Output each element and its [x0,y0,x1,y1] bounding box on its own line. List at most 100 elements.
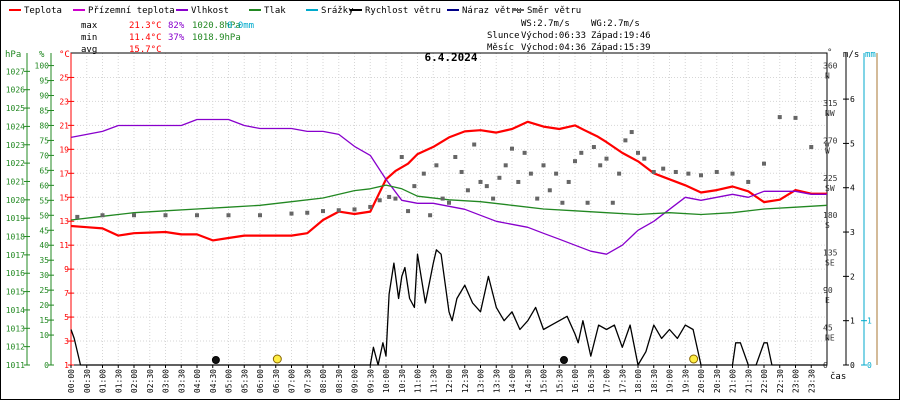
wind-direction-point [651,169,656,174]
x-tick-label: 10:30 [398,369,407,393]
wind-direction-point [377,198,382,203]
wind-direction-point [573,159,577,164]
axis-tick-label-pct: 0 [44,361,49,370]
wind-direction-point [591,145,596,150]
x-tick-label: 18:00 [634,369,643,393]
wind-direction-point [642,156,647,161]
axis-tick-label-pct: 55 [39,196,49,205]
wind-direction-point [686,171,691,176]
x-tick-label: 01:30 [114,369,123,393]
x-tick-label: 07:30 [303,369,312,393]
wind-direction-point [428,213,433,218]
axes: hPa1011101210131014101510161017101810191… [5,48,878,393]
wind-direction-point [478,179,483,184]
x-tick-label: 23:00 [792,369,801,393]
axis-tick-label-temp: 19 [59,145,69,154]
axis-tick-label-temp: 25 [59,73,69,82]
x-tick-label: 18:30 [650,369,659,393]
axis-tick-label-ms: 4 [850,184,855,193]
axis-tick-label-hpa: 1015 [6,288,25,297]
wind-direction-point [406,209,411,214]
wind-direction-point [195,213,199,218]
wind-direction-point [440,196,445,201]
x-tick-label: 22:00 [760,369,769,393]
wind-sun-moon-info: WS:2.7m/s WG:2.7m/s Slunce Východ:06:33 Zápa… [487,19,651,53]
wind-direction-point [762,161,766,166]
legend: Teplota Přízemní teplota Vlhkost Tlak Srážky… [9,6,581,16]
wind-direction-point [610,200,615,205]
axis-tick-label-pct: 70 [39,151,49,160]
x-tick-label: 09:30 [366,369,375,393]
series-line-temp [70,120,827,242]
x-tick-label: 14:30 [524,369,533,393]
axis-tick-label-pct: 40 [39,241,49,250]
series-line-hum [70,118,827,255]
axis-tick-label-pct: 60 [39,181,49,190]
wind-direction-point [585,200,590,205]
axis-tick-label-temp: 1 [64,361,69,370]
axis-tick-label-pct: 35 [39,256,49,265]
axis-tick-label-temp: 13 [59,217,69,226]
axis-tick-label-ms: 1 [850,317,855,326]
info-moon-set: Západ:15:39 [591,43,651,53]
axis-tick-label-hpa: 1023 [6,141,25,150]
info-sun-set: Západ:19:46 [591,31,651,41]
stats-max-label: max [81,21,98,31]
series-line-wind [70,249,827,366]
axis-tick-label-hpa: 1019 [6,214,25,223]
x-tick-label: 17:30 [618,369,627,393]
axis-tick-label-hpa: 1017 [6,251,25,260]
info-moon-label: Měsíc [487,43,514,53]
x-tick-label: 09:00 [351,369,360,393]
axis-tick-label-hpa: 1012 [6,343,25,352]
axis-unit-hpa: hPa [5,50,21,60]
wind-direction-point [421,171,426,176]
wind-direction-point [305,210,310,215]
wind-direction-point [522,150,527,155]
chart-title: 6.4.2024 [425,51,478,64]
stats-max-temp: 21.3°C [129,21,162,31]
x-tick-label: 10:00 [382,369,391,393]
axis-tick-label-hpa: 1021 [6,177,25,186]
stats-avg-label: avg [81,45,97,55]
axis-tick-label-pct: 20 [39,301,49,310]
wind-direction-point [636,150,640,155]
wind-direction-point [825,142,829,147]
wind-direction-point [368,204,373,209]
wind-direction-point [75,214,80,219]
axis-tick-label-ms: 6 [850,95,855,104]
wind-direction-point [453,155,458,159]
axis-tick-label-pct: 25 [39,286,49,295]
moon-marker [211,356,220,364]
wind-direction-point [730,171,735,176]
x-tick-label: 20:30 [713,369,722,393]
legend-label-0: Teplota [24,6,62,16]
axis-tick-label-pct: 90 [39,92,49,101]
wind-direction-point [560,200,565,205]
legend-label-5: Rychlost větru [365,6,441,16]
x-axis-label: čas [830,371,846,382]
wind-direction-point [459,169,464,174]
x-tick-label: 00:30 [83,369,92,393]
x-tick-label: 02:00 [130,369,139,393]
wind-direction-point [579,150,584,155]
axis-tick-label-ms: 2 [850,272,855,281]
axis-tick-label-temp: 21 [59,121,69,130]
x-tick-label: 06:00 [256,369,265,393]
axis-dir-tick-label: 180 [823,211,838,220]
x-tick-label: 21:00 [729,369,738,393]
wind-direction-point [387,194,392,199]
axis-tick-label-ms: 3 [850,228,855,237]
axis-tick-label-pct: 95 [39,77,49,86]
axis-tick-label-hpa: 1020 [6,196,25,205]
axis-tick-label-hpa: 1013 [6,324,25,333]
axis-tick-label-temp: 7 [64,289,69,298]
sun-marker [272,354,282,364]
axis-tick-label-hpa: 1011 [6,361,25,370]
axis-tick-label-pct: 30 [39,271,49,280]
x-tick-label: 21:30 [744,369,753,393]
x-tick-label: 04:30 [209,369,218,393]
axis-tick-label-pct: 100 [35,62,50,71]
wind-direction-point [699,173,703,178]
sun-moon-markers [211,354,699,364]
